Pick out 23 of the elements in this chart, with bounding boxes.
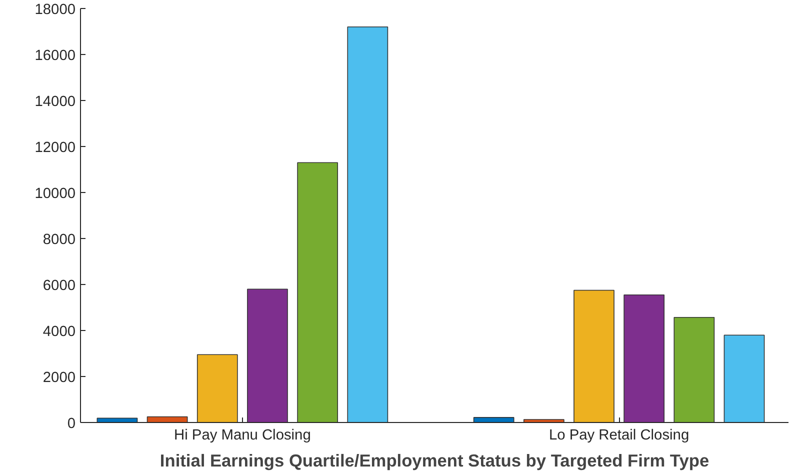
y-tick-label: 10000 bbox=[34, 186, 76, 202]
y-tick-label: 6000 bbox=[42, 278, 76, 294]
y-tick-label: 18000 bbox=[34, 2, 76, 18]
bar bbox=[196, 354, 238, 422]
y-tick-label: 8000 bbox=[42, 232, 76, 248]
bar bbox=[297, 162, 338, 422]
bar bbox=[347, 26, 388, 422]
y-tick-label: 14000 bbox=[34, 94, 76, 110]
x-tick-label: Hi Pay Manu Closing bbox=[174, 428, 311, 444]
y-tick-label: 2000 bbox=[42, 370, 76, 386]
bar bbox=[473, 417, 514, 422]
y-tick-label: 16000 bbox=[34, 48, 76, 64]
x-axis-title: Initial Earnings Quartile/Employment Status by Targeted Firm Type bbox=[160, 450, 710, 470]
bar bbox=[96, 418, 138, 422]
y-tick-label: 12000 bbox=[34, 140, 76, 156]
bar bbox=[724, 334, 765, 422]
bar bbox=[574, 290, 614, 422]
x-tick-label: Lo Pay Retail Closing bbox=[548, 428, 690, 444]
y-tick-label: 4000 bbox=[42, 324, 76, 340]
y-tick-label: 0 bbox=[67, 416, 76, 432]
bar bbox=[624, 294, 665, 422]
bar bbox=[674, 316, 715, 422]
bar bbox=[247, 288, 288, 422]
